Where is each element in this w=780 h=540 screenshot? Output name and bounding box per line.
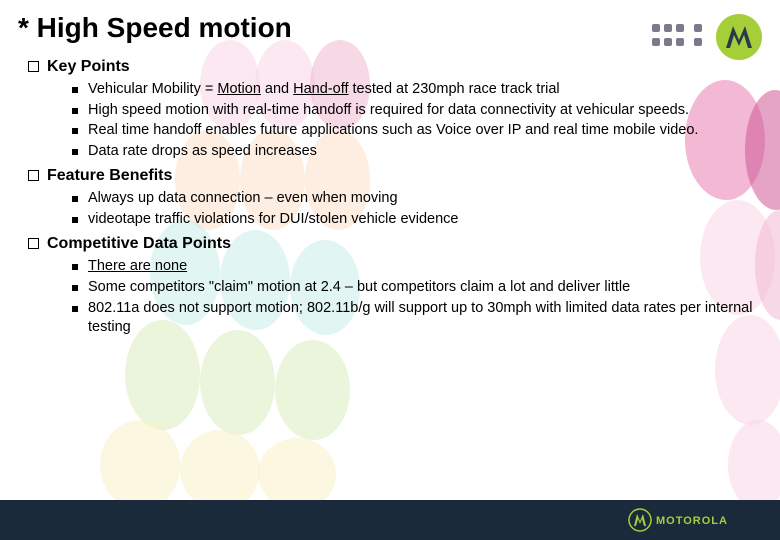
square-bullet-icon <box>72 108 78 114</box>
section: Feature Benefits Always up data connectio… <box>28 167 762 229</box>
decorative-dots <box>652 24 704 48</box>
bg-blob <box>728 420 780 510</box>
square-bullet-icon <box>72 217 78 223</box>
corner-dot <box>694 24 702 32</box>
list-item: Data rate drops as speed increases <box>72 142 762 162</box>
list-item: 802.11a does not support motion; 802.11b… <box>72 299 762 338</box>
bg-blob <box>275 340 350 440</box>
list-item: Some competitors "claim" motion at 2.4 –… <box>72 278 762 298</box>
list-item-text: 802.11a does not support motion; 802.11b… <box>88 299 762 338</box>
square-bullet-icon <box>72 196 78 202</box>
list-item-text: Vehicular Mobility = Motion and Hand-off… <box>88 80 560 100</box>
section-header: Key Points <box>28 58 762 76</box>
list-item: Real time handoff enables future applica… <box>72 121 762 141</box>
square-bullet-icon <box>72 128 78 134</box>
list-item-text: There are none <box>88 257 187 277</box>
corner-dot <box>652 38 660 46</box>
square-bullet-icon <box>72 87 78 93</box>
list-item-text: High speed motion with real-time handoff… <box>88 101 689 121</box>
list-item-text: videotape traffic violations for DUI/sto… <box>88 210 459 230</box>
square-bullet-icon <box>72 285 78 291</box>
corner-dot <box>676 24 684 32</box>
sub-list: Always up data connection – even when mo… <box>72 189 762 229</box>
list-item-text: Always up data connection – even when mo… <box>88 189 398 209</box>
checkbox-bullet-icon <box>28 61 39 72</box>
square-bullet-icon <box>72 264 78 270</box>
section-header-text: Competitive Data Points <box>47 235 231 253</box>
list-item: High speed motion with real-time handoff… <box>72 101 762 121</box>
slide-title: * High Speed motion <box>18 12 762 44</box>
list-item: Vehicular Mobility = Motion and Hand-off… <box>72 80 762 100</box>
slide-footer: MOTOROLA <box>0 500 780 540</box>
bg-blob <box>200 330 275 435</box>
list-item-text: Data rate drops as speed increases <box>88 142 317 162</box>
checkbox-bullet-icon <box>28 238 39 249</box>
corner-dot <box>676 38 684 46</box>
corner-dot <box>694 38 702 46</box>
sub-list: Vehicular Mobility = Motion and Hand-off… <box>72 80 762 161</box>
square-bullet-icon <box>72 306 78 312</box>
checkbox-bullet-icon <box>28 170 39 181</box>
list-item: There are none <box>72 257 762 277</box>
section-header: Competitive Data Points <box>28 235 762 253</box>
slide-content: * High Speed motion Key Points Vehicular … <box>0 0 780 338</box>
list-item-text: Some competitors "claim" motion at 2.4 –… <box>88 278 630 298</box>
section: Competitive Data Points There are noneSom… <box>28 235 762 337</box>
sub-list: There are noneSome competitors "claim" m… <box>72 257 762 337</box>
section-header-text: Key Points <box>47 58 130 76</box>
section-header: Feature Benefits <box>28 167 762 185</box>
motorola-footer-logo-icon: MOTOROLA <box>628 508 758 532</box>
square-bullet-icon <box>72 149 78 155</box>
list-item: Always up data connection – even when mo… <box>72 189 762 209</box>
bg-blob <box>100 420 180 510</box>
footer-brand-text: MOTOROLA <box>656 515 728 527</box>
corner-dot <box>664 24 672 32</box>
motorola-logo-icon <box>716 14 762 60</box>
list-item-text: Real time handoff enables future applica… <box>88 121 698 141</box>
corner-dot <box>664 38 672 46</box>
corner-dot <box>652 24 660 32</box>
list-item: videotape traffic violations for DUI/sto… <box>72 210 762 230</box>
section-header-text: Feature Benefits <box>47 167 172 185</box>
bg-blob <box>180 430 260 510</box>
section: Key Points Vehicular Mobility = Motion an… <box>28 58 762 161</box>
